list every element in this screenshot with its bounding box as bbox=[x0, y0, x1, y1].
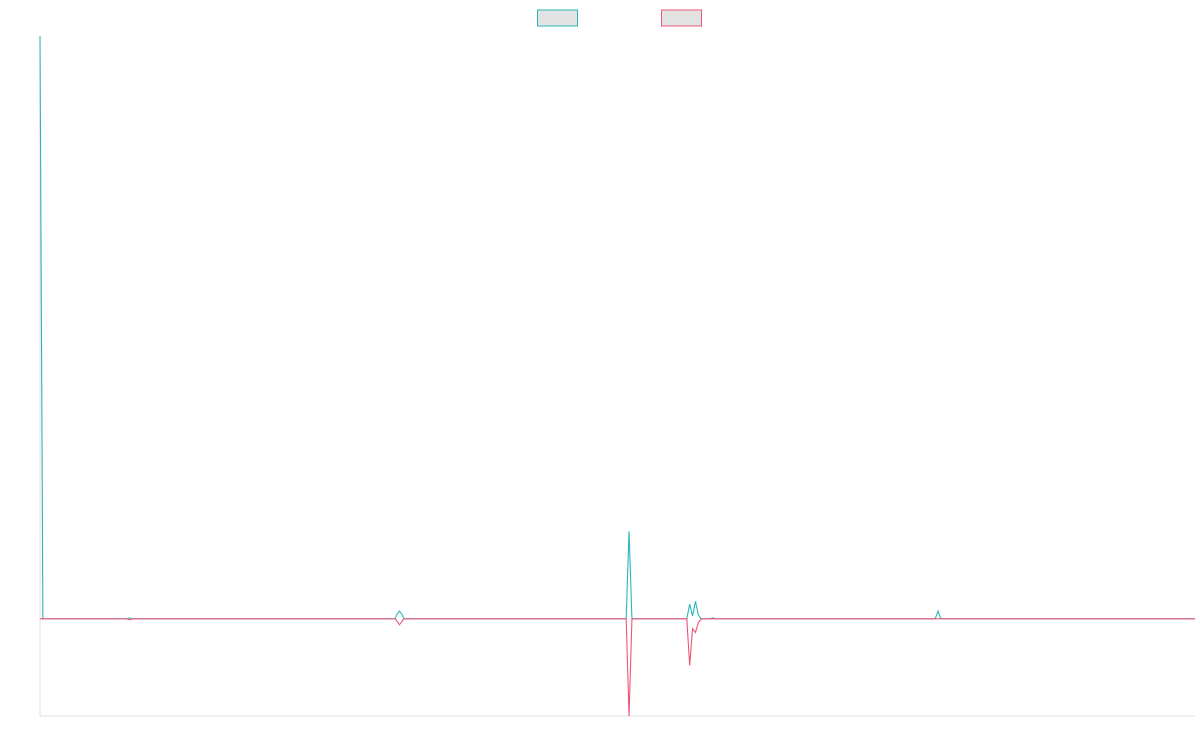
plot-area bbox=[40, 36, 1195, 716]
series-1-line bbox=[40, 36, 1195, 619]
axes bbox=[40, 36, 1195, 716]
legend-swatch-series-1[interactable] bbox=[538, 10, 578, 26]
legend-swatch-series-2[interactable] bbox=[662, 10, 702, 26]
legend[interactable] bbox=[538, 10, 702, 26]
series-2-line bbox=[40, 619, 1195, 716]
